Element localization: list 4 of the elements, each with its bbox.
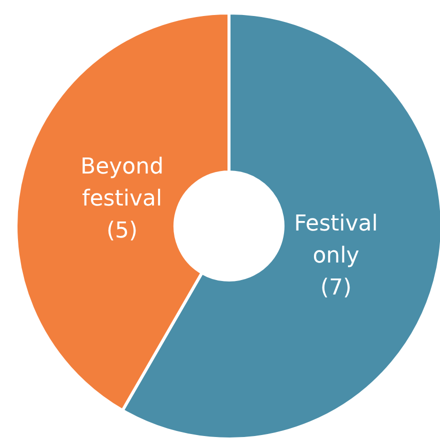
data-label: (7) [320,276,352,301]
data-label: (5) [106,218,138,244]
slice-label: Beyond festival [80,154,164,212]
slice-label: Festival only [294,212,378,269]
